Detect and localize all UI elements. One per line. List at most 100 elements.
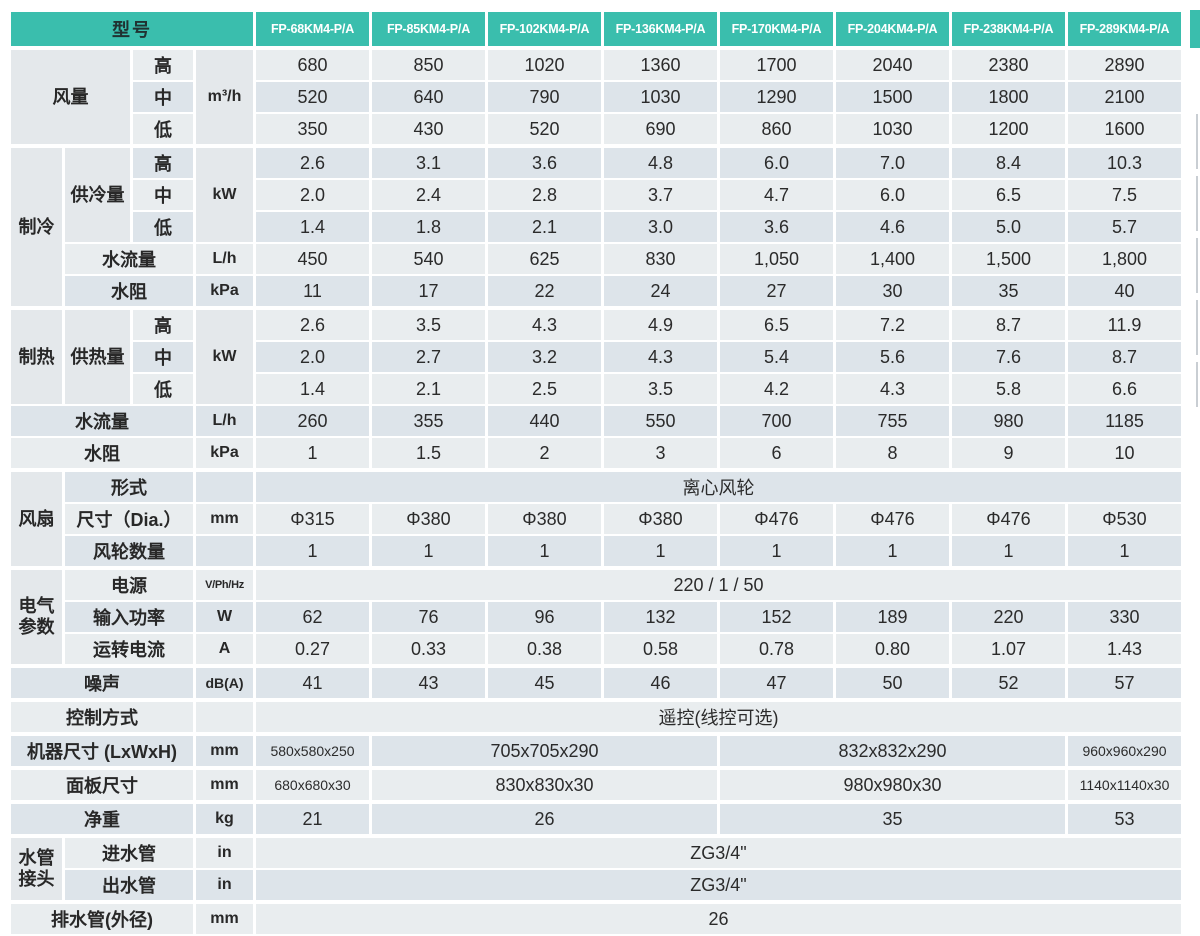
- value-cell: 35: [949, 274, 1068, 309]
- value-cell: 3.7: [601, 178, 720, 212]
- value-cell: Φ476: [833, 502, 952, 536]
- row-label: 水流量: [62, 242, 196, 276]
- value-cell: 4.9: [601, 306, 720, 342]
- value-cell: 10.3: [1065, 144, 1184, 180]
- row-unit-size: 机器尺寸 (LxWxH) mm 580x580x250 705x705x290 …: [8, 732, 1184, 769]
- value-cell: 2040: [833, 46, 952, 82]
- row-heating-cap-mid: 中 2.0 2.7 3.2 4.3 5.4 5.6 7.6 8.7: [10, 340, 1184, 374]
- level-label: 低: [130, 210, 196, 244]
- value-cell: 4.3: [833, 372, 952, 406]
- row-label: 水阻: [62, 274, 196, 309]
- value-cell: 2.6: [253, 306, 372, 342]
- row-heating-cap-high: 制热 供热量 高 kW 2.6 3.5 4.3 4.9 6.5 7.2 8.7 …: [8, 306, 1184, 406]
- value-cell: 4.3: [601, 340, 720, 374]
- row-label: 运转电流: [62, 632, 196, 667]
- value-cell: 540: [369, 242, 488, 276]
- model-header: FP-68KM4-P/A: [253, 10, 372, 49]
- value-cell: 1.5: [369, 436, 488, 471]
- value-cell: 6: [717, 436, 836, 471]
- model-header: FP-238KM4-P/A: [949, 10, 1068, 49]
- value-cell: 580x580x250: [253, 732, 372, 769]
- value-cell: 189: [833, 600, 952, 634]
- value-cell: 50: [833, 664, 952, 701]
- value-cell: 4.2: [717, 372, 836, 406]
- value-cell: 96: [485, 600, 604, 634]
- value-cell: 1.07: [949, 632, 1068, 667]
- row-power-supply: 电气参数 电源 V/Ph/Hz 220 / 1 / 50: [8, 566, 1184, 667]
- group-label: 制冷: [8, 144, 65, 309]
- value-cell: 6.0: [833, 178, 952, 212]
- row-label: 进水管: [62, 834, 196, 870]
- value-cell: 520: [485, 112, 604, 147]
- value-cell: 1020: [485, 46, 604, 82]
- value-cell: 2890: [1065, 46, 1184, 82]
- row-drain-pipe: 排水管(外径) mm 26: [8, 900, 1184, 936]
- value-cell: 2.0: [253, 178, 372, 212]
- row-cooling-flow: 水流量 L/h 450 540 625 830 1,050 1,400 1,50…: [10, 242, 1184, 276]
- group-label: 制热: [8, 306, 65, 406]
- row-input-power: 输入功率 W 62 76 96 132 152 189 220 330: [10, 600, 1184, 634]
- unit-label-empty: [193, 698, 256, 735]
- row-outlet-pipe: 出水管 in ZG3/4": [10, 868, 1184, 903]
- unit-label-empty: [193, 534, 256, 569]
- value-cell: 7.6: [949, 340, 1068, 374]
- value-cell: 0.58: [601, 632, 720, 667]
- value-cell: 1.4: [253, 372, 372, 406]
- value-cell: 22: [485, 274, 604, 309]
- unit-label: in: [193, 868, 256, 903]
- value-cell: Φ380: [485, 502, 604, 536]
- value-cell: 1290: [717, 80, 836, 114]
- sub-group-label: 供冷量: [62, 144, 133, 244]
- value-cell: 53: [1065, 800, 1184, 837]
- value-cell: 35: [717, 800, 1068, 837]
- unit-label-empty: [193, 468, 256, 504]
- value-cell: 355: [369, 404, 488, 438]
- span-value-cell: ZG3/4": [253, 868, 1184, 903]
- value-cell: 27: [717, 274, 836, 309]
- row-label: 输入功率: [62, 600, 196, 634]
- value-cell: 1.4: [253, 210, 372, 244]
- value-cell: 47: [717, 664, 836, 701]
- row-fan-type: 风扇 形式 离心风轮: [8, 468, 1184, 569]
- value-cell: Φ380: [601, 502, 720, 536]
- sub-group-label: 供热量: [62, 306, 133, 406]
- unit-label: kW: [193, 144, 256, 244]
- row-label: 水阻: [8, 436, 196, 471]
- row-running-current: 运转电流 A 0.27 0.33 0.38 0.58 0.78 0.80 1.0…: [10, 632, 1184, 667]
- cropped-column-edge-line: [1196, 114, 1198, 407]
- value-cell: 1360: [601, 46, 720, 82]
- value-cell: 980: [949, 404, 1068, 438]
- row-heating-flow: 水流量 L/h 260 355 440 550 700 755 980 1185: [8, 404, 1184, 438]
- value-cell: 9: [949, 436, 1068, 471]
- level-label: 低: [130, 372, 196, 406]
- unit-label: dB(A): [193, 664, 256, 701]
- value-cell: 2.1: [485, 210, 604, 244]
- value-cell: 1800: [949, 80, 1068, 114]
- value-cell: 76: [369, 600, 488, 634]
- value-cell: 2380: [949, 46, 1068, 82]
- unit-label: in: [193, 834, 256, 870]
- value-cell: 5.4: [717, 340, 836, 374]
- value-cell: 2.6: [253, 144, 372, 180]
- row-label: 出水管: [62, 868, 196, 903]
- value-cell: 1: [485, 534, 604, 569]
- value-cell: 1: [1065, 534, 1184, 569]
- span-value-cell: 26: [253, 900, 1184, 936]
- value-cell: 1: [717, 534, 836, 569]
- value-cell: 1.8: [369, 210, 488, 244]
- value-cell: 11: [253, 274, 372, 309]
- value-cell: 6.5: [949, 178, 1068, 212]
- value-cell: 1: [601, 534, 720, 569]
- value-cell: 790: [485, 80, 604, 114]
- row-fan-diameter: 尺寸（Dia.） mm Φ315 Φ380 Φ380 Φ380 Φ476 Φ47…: [10, 502, 1184, 536]
- value-cell: 1030: [601, 80, 720, 114]
- value-cell: 45: [485, 664, 604, 701]
- value-cell: 8.4: [949, 144, 1068, 180]
- value-cell: 7.5: [1065, 178, 1184, 212]
- value-cell: 1,400: [833, 242, 952, 276]
- value-cell: Φ530: [1065, 502, 1184, 536]
- value-cell: 6.0: [717, 144, 836, 180]
- value-cell: 430: [369, 112, 488, 147]
- value-cell: 8: [833, 436, 952, 471]
- value-cell: 0.38: [485, 632, 604, 667]
